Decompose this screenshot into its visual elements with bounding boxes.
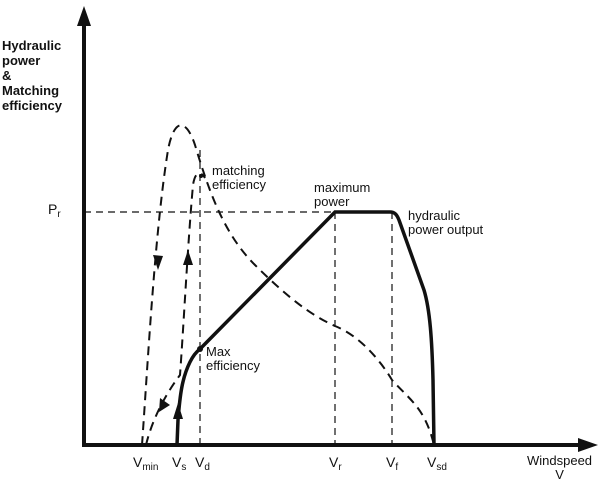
y-label-line: efficiency <box>2 98 62 113</box>
x-tick-vs: Vs <box>172 454 187 473</box>
y-label-line: power <box>2 53 41 68</box>
label-line: power <box>314 194 350 209</box>
x-tick-vsd: Vsd <box>427 454 447 473</box>
matching-efficiency-inner-curve <box>145 172 206 446</box>
arrow-down-dashed-icon <box>153 255 163 270</box>
x-tick-vmin: Vmin <box>133 454 159 473</box>
max-efficiency-label: Max efficiency <box>206 345 260 373</box>
y-label-line: Hydraulic <box>2 38 62 53</box>
y-axis-arrow-icon <box>77 6 91 26</box>
arrow-up-dashed-icon <box>183 250 193 265</box>
y-label-line: & <box>2 68 12 83</box>
y-axis-label: Hydraulic power & Matching efficiency <box>2 38 62 113</box>
label-line: matching <box>212 163 265 178</box>
label-line: hydraulic <box>408 208 461 223</box>
label-line: efficiency <box>206 358 260 373</box>
x-tick-vr: Vr <box>329 454 342 473</box>
maximum-power-label: maximum power <box>314 181 370 209</box>
y-tick-pr: Pr <box>48 201 61 220</box>
matching-efficiency-outer-curve <box>141 124 435 446</box>
matching-efficiency-peak-point <box>199 174 203 178</box>
label-line: maximum <box>314 180 371 195</box>
x-axis-label: Windspeed V <box>527 454 592 482</box>
hydraulic-power-output-curve <box>175 210 436 446</box>
arrow-down-right-dashed-icon <box>159 398 170 412</box>
x-label-line: Windspeed <box>527 453 593 468</box>
label-line: power output <box>408 222 484 237</box>
arrow-up-solid-icon <box>173 403 183 419</box>
max-efficiency-point <box>197 346 203 352</box>
x-tick-vd: Vd <box>195 454 210 473</box>
x-axis-arrow-icon <box>578 438 598 452</box>
label-line: efficiency <box>212 177 266 192</box>
matching-efficiency-label: matching efficiency <box>212 164 266 192</box>
x-tick-vf: Vf <box>386 454 399 473</box>
x-label-line: V <box>555 467 564 482</box>
y-label-line: Matching <box>2 83 60 98</box>
hydraulic-power-output-label: hydraulic power output <box>408 209 483 237</box>
label-line: Max <box>206 344 231 359</box>
